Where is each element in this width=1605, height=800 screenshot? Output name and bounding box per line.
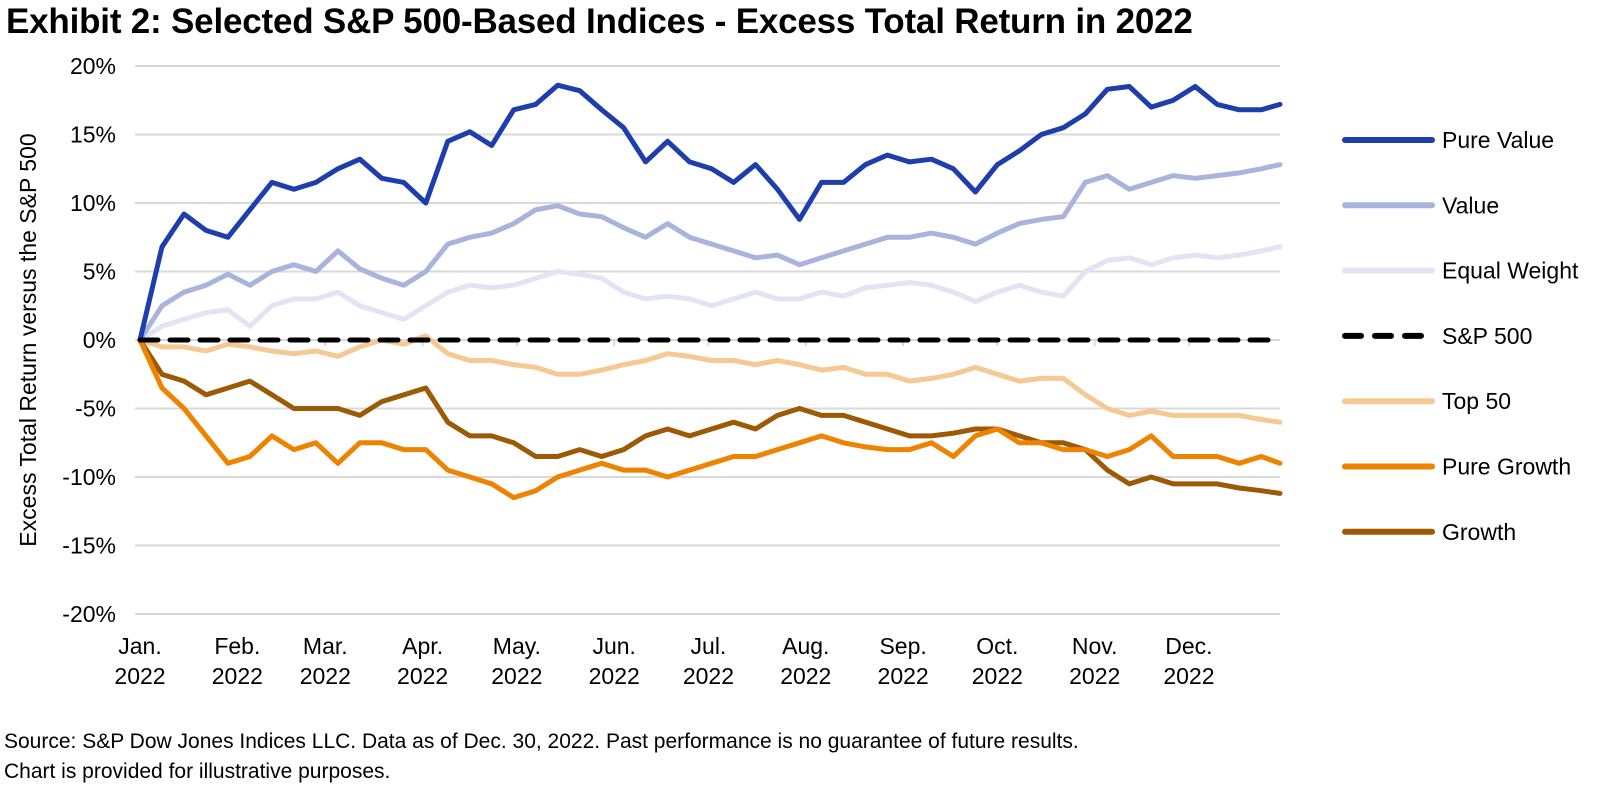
x-tick-label-year: 2022 [300,663,351,689]
y-tick-label: -15% [62,533,116,559]
x-tick-label-month: Dec. [1165,633,1212,659]
legend-label: Pure Value [1442,127,1554,153]
disclaimer-note: Chart is provided for illustrative purpo… [4,760,391,783]
series-line-top-50 [137,333,1283,425]
y-axis-label: Excess Total Return versus the S&P 500 [15,133,41,546]
y-tick-label: 0% [83,327,116,353]
x-tick-label-month: Jan. [118,633,161,659]
x-tick-label-month: Feb. [214,633,260,659]
y-tick-label: -10% [62,464,116,490]
footer-note: Source: S&P Dow Jones Indices LLC. Data … [4,727,1079,787]
series-lines [137,82,1283,501]
x-tick-label-year: 2022 [114,663,165,689]
x-tick-label-year: 2022 [1069,663,1120,689]
y-tick-label: 5% [83,259,116,285]
x-tick-label-year: 2022 [397,663,448,689]
x-tick-label-year: 2022 [780,663,831,689]
legend-label: Equal Weight [1442,258,1579,284]
x-tick-label-month: Sep. [879,633,926,659]
legend-label: S&P 500 [1442,323,1532,349]
series-line-equal-weight [137,244,1283,343]
x-tick-label-month: Apr. [402,633,443,659]
legend-item-pure-growth: Pure Growth [1342,454,1571,480]
x-axis-tick-labels: Jan. 2022 Feb. 2022 Mar. 2022 Apr. 2022 May. 2022… [114,633,1214,689]
x-tick-label-month: Oct. [976,633,1018,659]
series-line-pure-value [137,82,1283,343]
source-note: Source: S&P Dow Jones Indices LLC. Data … [4,730,1079,753]
x-tick-label-month: Mar. [303,633,348,659]
series-line-value [137,162,1283,343]
y-axis-tick-labels: 20% 15% 10% 5% 0% -5% -10% -15% -20% [62,53,116,627]
legend-item-top-50: Top 50 [1342,388,1511,414]
x-tick-label-month: Jun. [592,633,635,659]
x-tick-label-year: 2022 [878,663,929,689]
x-tick-label-month: May. [493,633,541,659]
legend-label: Pure Growth [1442,454,1571,480]
y-tick-label: -5% [75,396,116,422]
y-tick-label: 15% [70,122,116,148]
x-tick-label-year: 2022 [972,663,1023,689]
gridlines [135,65,1280,615]
legend-item-pure-value: Pure Value [1342,127,1554,153]
legend-item-s-p-500: S&P 500 [1342,323,1532,349]
legend-item-value: Value [1342,192,1499,218]
y-tick-label: 10% [70,190,116,216]
x-tick-label-year: 2022 [589,663,640,689]
x-tick-label-year: 2022 [1163,663,1214,689]
x-tick-label-month: Jul. [691,633,727,659]
x-tick-label-year: 2022 [491,663,542,689]
chart-title: Exhibit 2: Selected S&P 500-Based Indice… [6,2,1193,41]
line-chart: 20% 15% 10% 5% 0% -5% -10% -15% -20% Excess Tota… [15,53,1579,689]
y-tick-label: -20% [62,601,116,627]
x-tick-label-year: 2022 [683,663,734,689]
x-tick-label-month: Nov. [1072,633,1118,659]
legend-label: Top 50 [1442,388,1511,414]
legend: Pure Value Value Equal Weight S&P 500 Top 50… [1342,127,1579,545]
y-tick-label: 20% [70,53,116,79]
legend-label: Value [1442,192,1499,218]
x-tick-label-year: 2022 [212,663,263,689]
x-tick-label-month: Aug. [782,633,829,659]
legend-item-equal-weight: Equal Weight [1342,258,1579,284]
legend-item-growth: Growth [1342,519,1516,545]
legend-label: Growth [1442,519,1516,545]
series-line-pure-growth [137,337,1283,501]
series-line-growth [137,337,1283,496]
